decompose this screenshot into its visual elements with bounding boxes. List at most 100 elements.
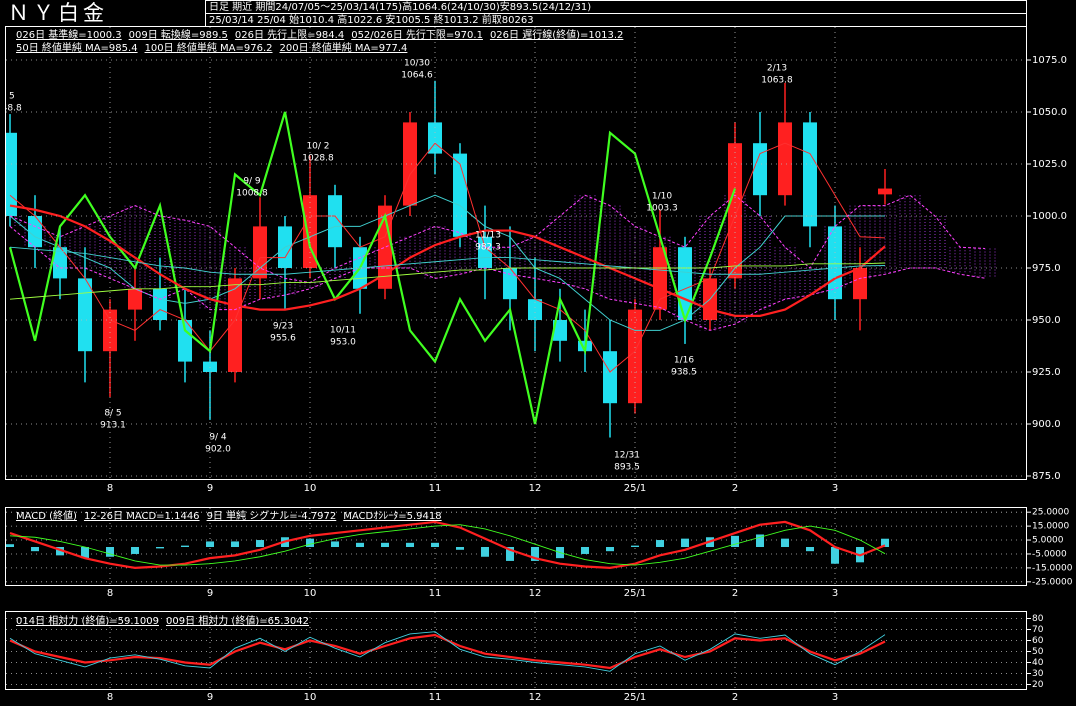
histogram-bar bbox=[881, 538, 889, 547]
annotation-price: 1064.6 bbox=[401, 71, 433, 81]
x-tick-label: 2 bbox=[732, 483, 738, 494]
histogram-bar bbox=[631, 545, 639, 547]
x-tick-label: 25/1 bbox=[624, 692, 646, 703]
histogram-bar bbox=[606, 547, 614, 552]
annotation-price: 953.0 bbox=[330, 338, 356, 348]
legend-entry: 100日 終値単純 MA=976.2 bbox=[145, 41, 273, 54]
histogram-bar bbox=[156, 547, 164, 549]
annotation-date: 9/ 4 bbox=[209, 433, 227, 443]
histogram-bar bbox=[331, 541, 339, 547]
y-tick-label: 1000.0 bbox=[1032, 211, 1067, 222]
annotation-date: 12/31 bbox=[614, 451, 640, 461]
legend-entry: 009日 相対力 (終値)=65.3042 bbox=[166, 614, 309, 627]
histogram-bar bbox=[56, 547, 64, 556]
histogram-bar bbox=[181, 545, 189, 547]
x-tick-label: 9 bbox=[207, 692, 213, 703]
y-tick-label: 5.0000 bbox=[1032, 536, 1064, 546]
candle-body bbox=[453, 153, 467, 237]
annotation-price: 982.3 bbox=[475, 243, 501, 253]
annotation-price: 1008.8 bbox=[236, 189, 268, 199]
main-frame bbox=[5, 26, 1027, 480]
title-box bbox=[0, 0, 205, 26]
y-tick-label: 900.0 bbox=[1032, 419, 1061, 430]
histogram-bar bbox=[581, 547, 589, 554]
candle-body bbox=[28, 216, 42, 248]
x-tick-label: 8 bbox=[107, 483, 113, 494]
legend-entry: 014日 相対力 (終値)=59.1009 bbox=[16, 614, 159, 627]
y-tick-label: 40 bbox=[1032, 658, 1044, 668]
y-tick-label: 20 bbox=[1032, 680, 1044, 690]
annotation-date: 10/30 bbox=[404, 59, 430, 69]
x-tick-label: 25/1 bbox=[624, 588, 646, 599]
candle-body bbox=[303, 195, 317, 268]
annotation-price: 913.1 bbox=[100, 421, 126, 431]
x-tick-label: 11 bbox=[429, 588, 442, 599]
annotation-price: 1028.8 bbox=[302, 154, 334, 164]
y-tick-label: 50 bbox=[1032, 647, 1044, 657]
histogram-bar bbox=[456, 547, 464, 550]
annotation-date: 10/ 2 bbox=[306, 142, 329, 152]
y-tick-label: 25.0000 bbox=[1032, 508, 1069, 518]
annotation-price: 1048.8 bbox=[0, 104, 22, 114]
legend-entry: 026日 遅行線(終値)=1013.2 bbox=[490, 28, 623, 41]
series-line bbox=[9, 262, 886, 300]
y-tick-label: 70 bbox=[1032, 625, 1044, 635]
y-tick-label: 15.0000 bbox=[1032, 522, 1069, 532]
legend-entry: 009日 転換線=989.5 bbox=[129, 28, 228, 41]
annotation-price: 938.5 bbox=[671, 368, 697, 378]
x-tick-label: 9 bbox=[207, 483, 213, 494]
x-tick-label: 12 bbox=[529, 692, 542, 703]
header-line: 日足 期近 期間24/07/05～25/03/14(175)高1064.6(24… bbox=[209, 0, 591, 13]
candle-body bbox=[103, 309, 117, 352]
x-tick-label: 12 bbox=[529, 483, 542, 494]
y-tick-label: 1075.0 bbox=[1032, 55, 1067, 66]
histogram-bar bbox=[381, 542, 389, 547]
x-tick-label: 2 bbox=[732, 692, 738, 703]
histogram-bar bbox=[506, 547, 514, 561]
annotation-date: 11/13 bbox=[475, 231, 501, 241]
candle-body bbox=[503, 268, 517, 300]
annotation-date: 10/11 bbox=[330, 326, 356, 336]
candle-body bbox=[478, 236, 492, 268]
candle-body bbox=[128, 288, 142, 310]
annotation-date: 8/ 5 bbox=[104, 409, 121, 419]
annotation-date: 9/23 bbox=[273, 322, 293, 332]
y-tick-label: 60 bbox=[1032, 636, 1044, 646]
annotation-date: 2/13 bbox=[767, 64, 787, 74]
candle-body bbox=[778, 122, 792, 196]
x-tick-label: 9 bbox=[207, 588, 213, 599]
legend-entry: 50日 終値単純 MA=985.4 bbox=[16, 41, 138, 54]
histogram-bar bbox=[256, 540, 264, 547]
legend-entry: 026日 基準線=1000.3 bbox=[16, 28, 122, 41]
macd-frame bbox=[5, 507, 1027, 586]
series-line bbox=[9, 142, 886, 373]
y-tick-label: 925.0 bbox=[1032, 367, 1061, 378]
histogram-bar bbox=[831, 547, 839, 564]
header-line: 25/03/14 25/04 始1010.4 高1022.6 安1005.5 終… bbox=[209, 13, 534, 26]
candle-body bbox=[328, 195, 342, 248]
candle-body bbox=[528, 299, 542, 320]
x-tick-label: 11 bbox=[429, 483, 442, 494]
y-tick-label: 950.0 bbox=[1032, 315, 1061, 326]
y-tick-label: 30 bbox=[1032, 669, 1044, 679]
candle-body bbox=[753, 143, 767, 196]
histogram-bar bbox=[731, 535, 739, 547]
x-tick-label: 3 bbox=[832, 692, 838, 703]
legend-entry: 9日 単純 シグナル=-4.7972 bbox=[207, 509, 337, 522]
series-line bbox=[9, 520, 886, 569]
histogram-bar bbox=[31, 547, 39, 552]
legend-entry: 052/026日 先行下限=970.1 bbox=[351, 28, 483, 41]
y-tick-label: 975.0 bbox=[1032, 263, 1061, 274]
histogram-bar bbox=[406, 542, 414, 547]
series-line bbox=[9, 226, 986, 331]
x-tick-label: 10 bbox=[304, 692, 317, 703]
series-line bbox=[9, 524, 886, 566]
histogram-bar bbox=[356, 542, 364, 547]
histogram-bar bbox=[531, 547, 539, 561]
candle-body bbox=[78, 278, 92, 352]
annotation-date: 9/ 9 bbox=[243, 177, 261, 187]
candle-body bbox=[53, 247, 67, 279]
histogram-bar bbox=[806, 547, 814, 552]
candle-body bbox=[403, 122, 417, 206]
